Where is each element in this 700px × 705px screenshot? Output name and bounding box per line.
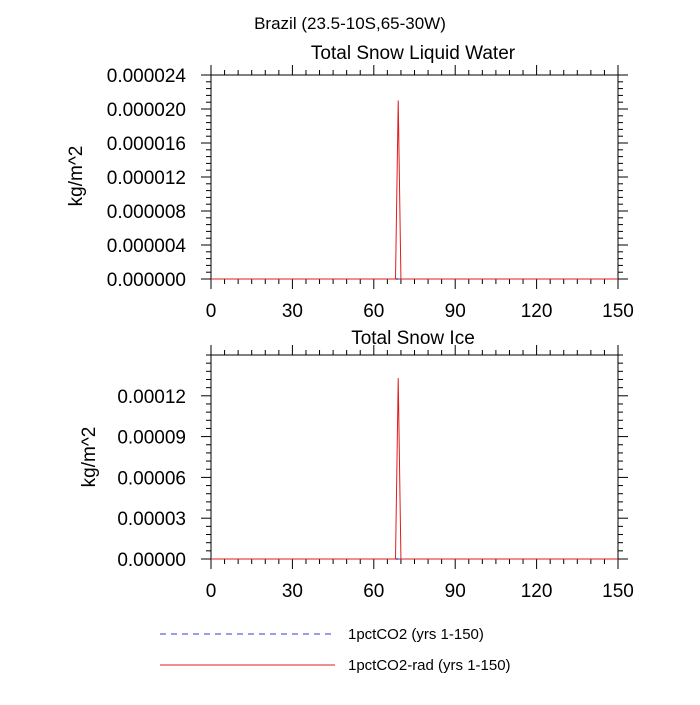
panel-title: Total Snow Liquid Water: [311, 43, 516, 64]
series-line-1pctco2-rad: [211, 100, 618, 280]
panel-title: Total Snow Ice: [351, 328, 475, 349]
y-tick-label: 0.000008: [107, 202, 186, 223]
y-axis-label: kg/m^2: [66, 146, 87, 207]
plot-frame: [210, 354, 619, 560]
y-tick-label: 0.00000: [117, 550, 186, 571]
x-tick-label: 60: [363, 581, 384, 602]
x-tick-label: 60: [363, 301, 384, 322]
x-tick-label: 150: [602, 581, 634, 602]
y-tick-label: 0.000016: [107, 134, 186, 155]
x-tick-label: 120: [521, 301, 553, 322]
panel-snow-ice: Total Snow Ice kg/m^2 0 30 60 90 120 150 0.000…: [79, 328, 634, 602]
x-tick-label: 30: [282, 301, 303, 322]
x-tick-label: 120: [521, 581, 553, 602]
y-tick-label: 0.000000: [107, 270, 186, 291]
x-tick-label: 30: [282, 581, 303, 602]
x-tick-label: 90: [445, 581, 466, 602]
x-tick-label: 0: [206, 581, 217, 602]
y-tick-label: 0.000020: [107, 100, 186, 121]
x-tick-label: 90: [445, 301, 466, 322]
y-tick-label: 0.000024: [107, 66, 187, 87]
page-title: Brazil (23.5-10S,65-30W): [254, 14, 446, 33]
x-tick-label: 0: [206, 301, 217, 322]
panel-snow-liquid-water: Total Snow Liquid Water kg/m^2 0 30 60 90 12…: [66, 43, 634, 322]
y-tick-label: 0.00009: [117, 428, 186, 449]
y-tick-label: 0.000012: [107, 168, 186, 189]
x-tick-label: 150: [602, 301, 634, 322]
y-tick-label: 0.00006: [117, 468, 186, 489]
y-tick-label: 0.00003: [117, 509, 186, 530]
series-line-1pctco2-rad: [211, 378, 618, 560]
legend-label-1pctco2-rad: 1pctCO2-rad (yrs 1-150): [348, 657, 511, 674]
legend: 1pctCO2 (yrs 1-150) 1pctCO2-rad (yrs 1-1…: [160, 626, 511, 674]
y-tick-label: 0.00012: [117, 387, 186, 408]
legend-label-1pctco2: 1pctCO2 (yrs 1-150): [348, 626, 484, 643]
y-tick-label: 0.000004: [107, 236, 187, 257]
y-axis-label: kg/m^2: [79, 427, 100, 488]
plot-frame: [210, 74, 619, 280]
